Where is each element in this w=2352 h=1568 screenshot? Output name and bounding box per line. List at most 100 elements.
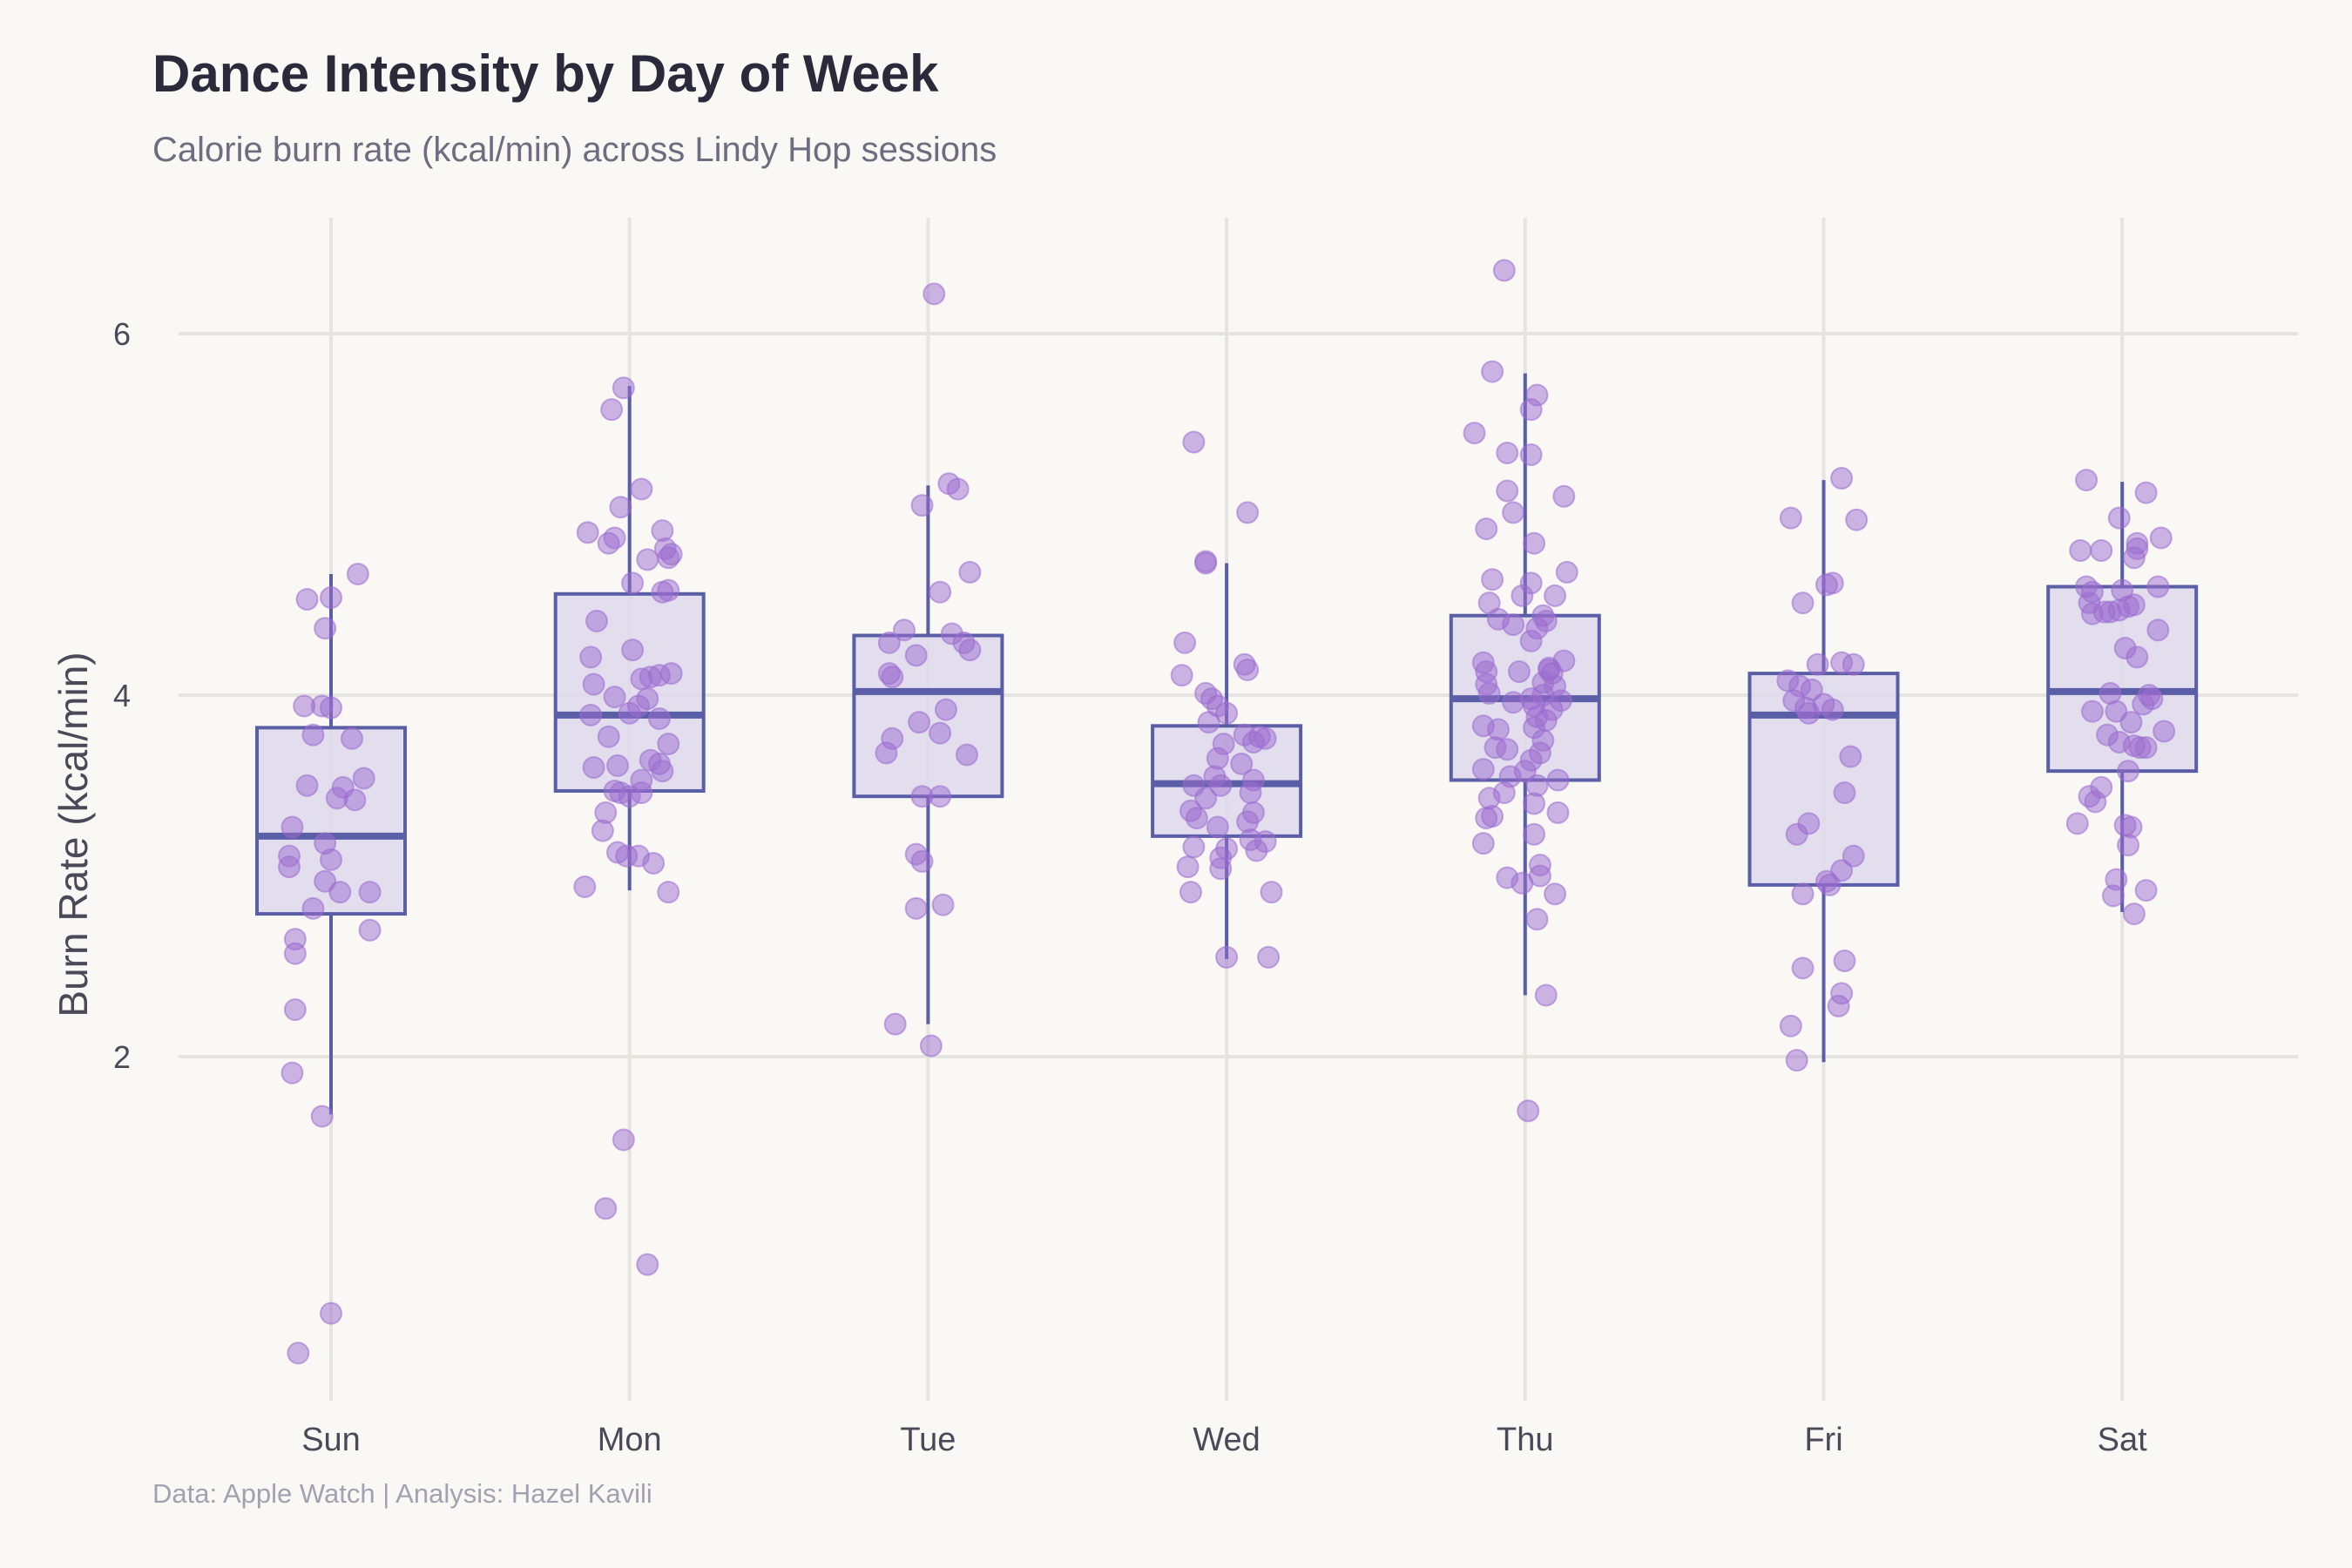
data-point	[2080, 700, 2104, 723]
data-point	[1842, 844, 1865, 868]
data-point	[621, 639, 645, 662]
data-point	[659, 662, 683, 686]
data-point	[314, 617, 337, 640]
data-point	[642, 851, 666, 875]
data-point	[1821, 698, 1844, 721]
data-point	[2084, 790, 2107, 814]
data-point	[2119, 711, 2143, 734]
data-point	[883, 1012, 907, 1036]
data-point	[908, 711, 931, 734]
data-point	[1544, 882, 1567, 906]
data-point	[295, 774, 319, 797]
data-point	[1475, 517, 1498, 541]
data-point	[1806, 652, 1829, 676]
data-point	[1260, 881, 1283, 904]
data-point	[1511, 871, 1534, 895]
data-point	[301, 896, 325, 920]
data-point	[287, 1342, 310, 1365]
data-point	[609, 496, 632, 519]
data-point	[2069, 539, 2092, 562]
data-point	[1477, 681, 1501, 705]
data-point	[1245, 839, 1268, 862]
data-point	[597, 725, 620, 748]
data-point	[280, 1061, 304, 1085]
data-point	[320, 585, 342, 609]
data-point	[582, 672, 605, 696]
data-point	[955, 743, 978, 767]
data-point	[2065, 812, 2089, 835]
data-point	[343, 788, 367, 812]
data-point	[2134, 481, 2158, 504]
data-point	[1241, 730, 1265, 754]
data-point	[1827, 994, 1850, 1017]
data-point	[1791, 882, 1815, 906]
data-point	[659, 543, 683, 566]
data-point	[1206, 815, 1229, 839]
x-tick-label: Sat	[2098, 1422, 2147, 1458]
data-point	[2107, 506, 2131, 530]
data-point	[2117, 595, 2140, 618]
data-point	[1552, 484, 1576, 508]
data-point	[2134, 736, 2158, 760]
data-point	[958, 639, 982, 662]
data-point	[1185, 807, 1208, 830]
data-point	[1239, 781, 1262, 805]
data-point	[1517, 1099, 1540, 1123]
data-point	[2122, 902, 2146, 926]
data-point	[1182, 430, 1206, 454]
box-iqr	[553, 591, 706, 793]
data-point	[1791, 956, 1815, 980]
data-point	[2146, 618, 2170, 642]
data-point	[328, 881, 352, 904]
data-point	[1176, 855, 1200, 879]
data-point	[1481, 568, 1504, 591]
data-point	[1215, 701, 1239, 725]
data-point	[612, 1128, 635, 1152]
data-point	[2134, 879, 2158, 902]
data-point	[582, 756, 605, 779]
data-point	[1179, 881, 1202, 904]
data-point	[2075, 469, 2099, 492]
data-point	[651, 580, 674, 604]
data-point	[1779, 506, 1802, 530]
data-point	[1194, 787, 1218, 810]
data-point	[1519, 398, 1543, 422]
data-point	[358, 881, 382, 904]
x-tick-label: Tue	[900, 1422, 956, 1458]
data-point	[1523, 822, 1546, 846]
data-point	[1496, 738, 1519, 761]
data-point	[657, 881, 680, 904]
data-point	[1502, 501, 1525, 524]
data-point	[605, 754, 629, 777]
data-point	[1845, 508, 1869, 531]
data-point	[1173, 631, 1197, 654]
data-point	[1209, 857, 1233, 881]
data-point	[1815, 573, 1838, 597]
data-point	[958, 560, 982, 584]
data-point	[1492, 259, 1516, 282]
data-point	[910, 849, 934, 873]
data-point	[612, 376, 635, 400]
data-point	[1471, 832, 1495, 855]
box-mon	[553, 386, 706, 891]
jitter-points	[278, 259, 2176, 1365]
data-point	[923, 282, 946, 306]
data-point	[576, 521, 599, 544]
data-point	[910, 494, 934, 517]
data-point	[1818, 873, 1842, 896]
x-tick-label: Wed	[1193, 1422, 1260, 1458]
chart-caption: Data: Apple Watch | Analysis: Hazel Kavi…	[152, 1478, 652, 1509]
data-point	[352, 767, 375, 790]
x-tick-label: Fri	[1804, 1422, 1842, 1458]
data-point	[881, 666, 904, 689]
data-point	[573, 875, 597, 898]
data-point	[320, 1301, 342, 1325]
data-point	[1842, 652, 1865, 676]
data-point	[1209, 774, 1233, 797]
data-point	[1471, 758, 1495, 781]
data-point	[1797, 701, 1821, 725]
data-point	[1791, 591, 1815, 615]
data-point	[2149, 526, 2173, 550]
data-point	[1833, 781, 1856, 805]
